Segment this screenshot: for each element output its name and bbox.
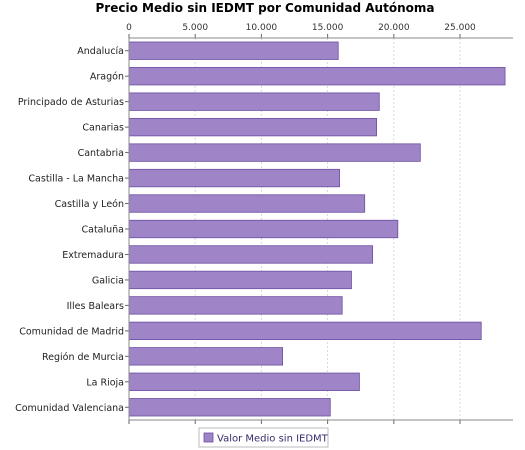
- category-label: Canarias: [82, 123, 124, 134]
- bars: [128, 41, 506, 417]
- category-label: Illes Balears: [67, 301, 124, 312]
- axis-lines: [128, 37, 513, 421]
- x-tick-label: 15.000: [312, 23, 344, 33]
- legend-box: [198, 427, 329, 448]
- legend: Valor Medio sin IEDMT: [198, 427, 329, 448]
- bar: [128, 245, 374, 264]
- bar: [128, 398, 331, 417]
- legend-label: Valor Medio sin IEDMT: [217, 434, 329, 445]
- category-label: Comunidad de Madrid: [19, 326, 124, 337]
- category-label: Cataluña: [81, 225, 124, 236]
- y-axis: Andalucía Aragón Principado de Asturias Can…: [15, 46, 129, 414]
- category-label: Castilla - La Mancha: [28, 174, 124, 185]
- x-tick-label: 20.000: [378, 23, 410, 33]
- category-label: Cantabria: [78, 148, 124, 159]
- bar: [128, 296, 343, 315]
- x-tick-label: 25.000: [444, 23, 476, 33]
- category-label: Aragón: [90, 72, 124, 83]
- bar: [128, 117, 378, 137]
- legend-swatch: [203, 432, 214, 443]
- bar: [128, 372, 360, 391]
- category-label: Andalucía: [77, 46, 124, 57]
- category-label: Comunidad Valenciana: [15, 403, 124, 414]
- category-label: La Rioja: [86, 377, 124, 388]
- bar: [128, 321, 482, 341]
- bar: [128, 168, 340, 188]
- bar: [128, 92, 380, 111]
- category-label: Región de Murcia: [42, 352, 124, 363]
- category-label: Principado de Asturias: [18, 97, 124, 108]
- bar: [128, 219, 399, 239]
- x-tick-label: 0: [126, 23, 132, 33]
- bar: [128, 347, 284, 366]
- bar: [128, 41, 339, 60]
- category-label: Castilla y León: [55, 199, 124, 210]
- bar: [128, 143, 421, 162]
- bar: [128, 67, 506, 86]
- chart-title: Precio Medio sin IEDMT por Comunidad Aut…: [96, 1, 435, 15]
- x-tick-label: 10.000: [246, 23, 278, 33]
- bar: [128, 270, 352, 290]
- category-label: Galicia: [92, 275, 124, 286]
- x-axis: 0 5.000 10.000 15.000 20.000 25.000: [126, 23, 476, 424]
- x-tick-label: 5.000: [182, 23, 208, 33]
- category-label: Extremadura: [62, 250, 124, 261]
- bar: [128, 194, 366, 213]
